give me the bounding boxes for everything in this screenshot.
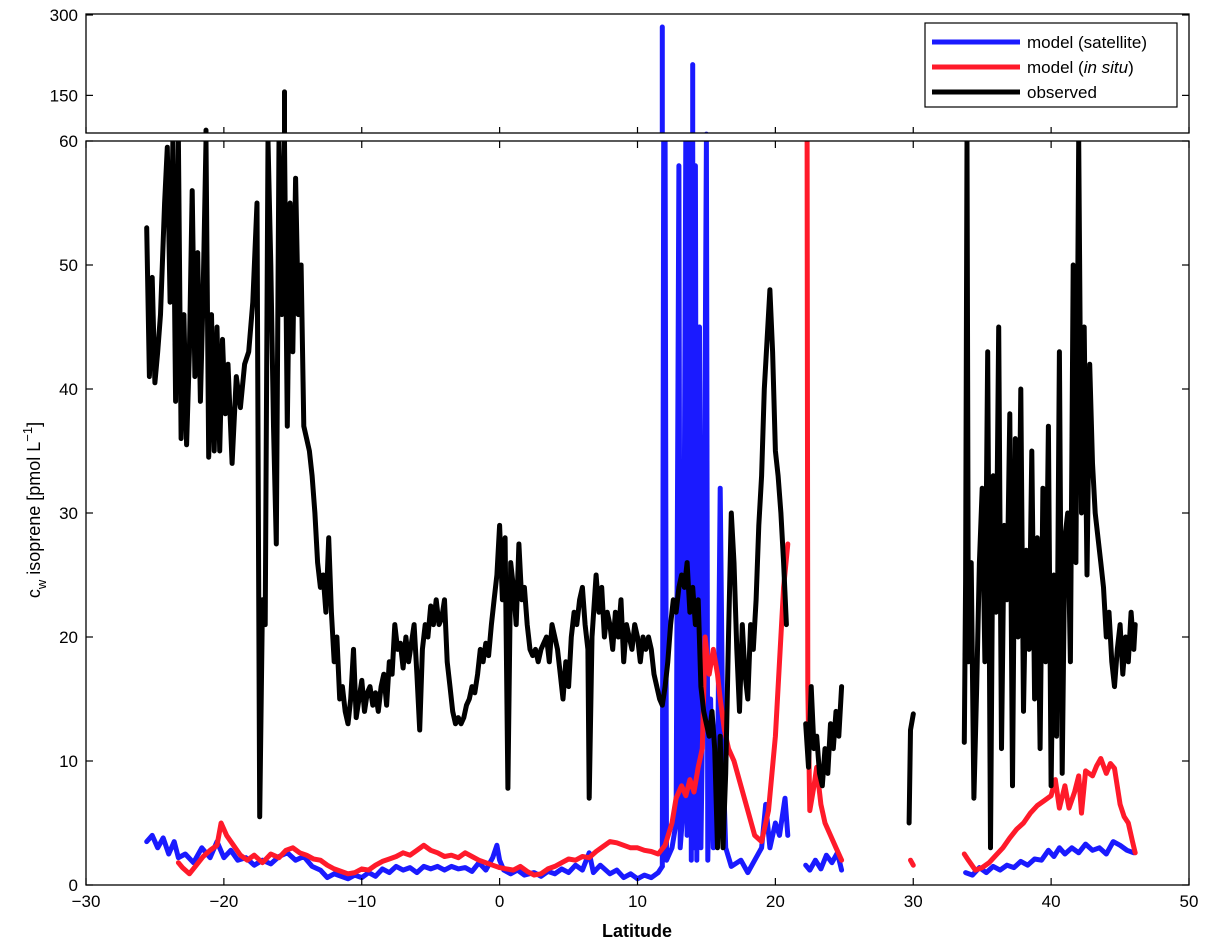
legend: model (satellite) model (in situ) observ… xyxy=(924,22,1178,108)
series-line-observed xyxy=(906,711,916,826)
y-tick-label-upper: 150 xyxy=(50,86,78,105)
y-tick-label: 30 xyxy=(59,504,78,523)
y-axis-upper: 150 300 xyxy=(50,6,1190,133)
y-axis-title-rest: isoprene [pmol L xyxy=(24,442,44,580)
x-tick-label: 0 xyxy=(495,892,504,911)
upper-series-group xyxy=(168,24,1081,133)
lower-series-group xyxy=(144,141,1138,882)
y-tick-label: 0 xyxy=(69,876,78,895)
y-tick-label: 60 xyxy=(59,132,78,151)
legend-label-in-situ-prefix: model ( xyxy=(1027,58,1084,77)
series-line-observed xyxy=(961,141,1138,851)
y-axis-title-sub: w xyxy=(34,579,49,590)
legend-label-in-situ: model (in situ) xyxy=(1027,58,1134,77)
y-axis-title-main: c xyxy=(24,589,44,598)
series-line-model-in-situ xyxy=(961,756,1138,873)
y-tick-label: 50 xyxy=(59,256,78,275)
lower-panel: −30 −20 −10 0 10 20 30 40 50 0 10 20 30 40 50 60 xyxy=(59,132,1198,911)
series-line-model-in-situ xyxy=(908,857,916,868)
series-line-observed xyxy=(803,684,845,789)
legend-label-in-situ-suffix: ) xyxy=(1128,58,1134,77)
x-axis: −30 −20 −10 0 10 20 30 40 50 xyxy=(72,141,1199,911)
legend-label-in-situ-italic: in situ xyxy=(1084,58,1129,77)
y-tick-label: 20 xyxy=(59,628,78,647)
series-line-model-in-situ xyxy=(175,541,791,878)
y-axis-title-close: ] xyxy=(24,422,44,427)
x-tick-label: 40 xyxy=(1042,892,1061,911)
x-tick-label: 50 xyxy=(1180,892,1199,911)
x-tick-label: 30 xyxy=(904,892,923,911)
legend-label-satellite: model (satellite) xyxy=(1027,33,1147,52)
x-axis-title: Latitude xyxy=(602,921,672,941)
y-tick-label: 40 xyxy=(59,380,78,399)
x-tick-label: −30 xyxy=(72,892,101,911)
legend-label-observed: observed xyxy=(1027,83,1097,102)
series-line-observed xyxy=(144,141,789,851)
y-axis-title-sup: −1 xyxy=(20,427,35,442)
y-tick-label: 10 xyxy=(59,752,78,771)
series-line-model-satellite xyxy=(963,839,1137,878)
y-tick-label-upper: 300 xyxy=(50,6,78,25)
y-axis-lower: 0 10 20 30 40 50 60 xyxy=(59,132,1189,895)
x-tick-label: 20 xyxy=(766,892,785,911)
series-line-model-satellite xyxy=(144,832,665,882)
y-axis-title: cw isoprene [pmol L−1] xyxy=(20,422,49,598)
x-tick-label: −20 xyxy=(209,892,238,911)
x-tick-label: −10 xyxy=(347,892,376,911)
x-tick-label: 10 xyxy=(628,892,647,911)
